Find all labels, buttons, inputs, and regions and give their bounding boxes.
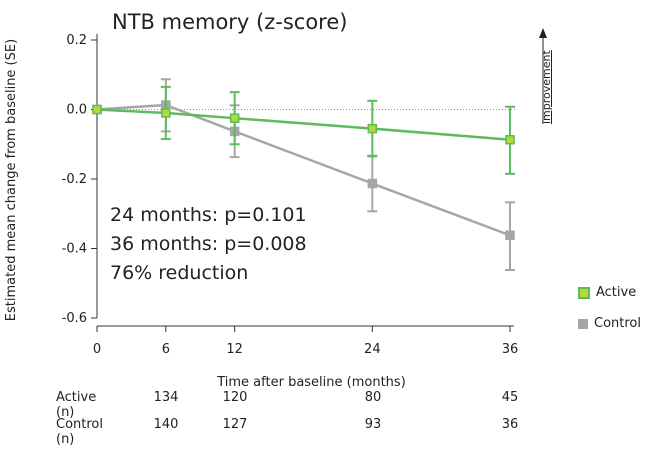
data-point-active (229, 113, 240, 123)
legend-label-control: Control (594, 316, 641, 331)
x-axis-label: Time after baseline (months) (216, 375, 406, 390)
legend-swatch-control (578, 318, 588, 329)
chart-title: NTB memory (z-score) (112, 10, 348, 34)
axes: 0.2 0.0 -0.2 -0.4 -0.6 0 6 12 24 36 Time after bas… (62, 28, 547, 390)
n-row-label-control: Control (n) (56, 417, 103, 447)
y-tick-label: -0.2 (62, 172, 87, 187)
n-active-12: 120 (222, 390, 248, 405)
legend-item-active: Active (578, 285, 636, 300)
data-point-active (161, 108, 171, 118)
n-control-24: 93 (364, 417, 382, 432)
data-point-active (367, 123, 378, 134)
n-active-6: 134 (153, 390, 179, 405)
x-tick-label: 36 (502, 342, 519, 357)
annotation-36-months: 36 months: p=0.008 (110, 233, 307, 255)
improvement-arrow-head (539, 28, 547, 38)
n-active-36: 45 (501, 390, 519, 405)
annotation-reduction: 76% reduction (110, 262, 249, 284)
n-active-24: 80 (364, 390, 382, 405)
data-point-control (505, 230, 515, 241)
n-control-36: 36 (501, 417, 519, 432)
y-tick-label: 0.0 (66, 103, 87, 118)
x-tick-label: 24 (364, 342, 381, 357)
n-control-12: 127 (222, 417, 248, 432)
x-tick-label: 0 (93, 342, 101, 357)
data-point-active (92, 104, 102, 115)
series-line-active (96, 108, 511, 141)
x-tick-label: 6 (162, 342, 170, 357)
improvement-label: improvement (540, 50, 553, 124)
data-point-control (367, 178, 378, 189)
y-tick-label: -0.6 (62, 311, 87, 326)
n-row-label-active: Active (n) (56, 390, 97, 420)
annotation-24-months: 24 months: p=0.101 (110, 204, 307, 226)
n-control-6: 140 (153, 417, 179, 432)
chart-marks (92, 78, 515, 272)
legend-label-active: Active (596, 285, 637, 300)
data-point-active (505, 134, 515, 145)
x-tick-label: 12 (226, 342, 243, 357)
legend-item-control: Control (578, 316, 641, 331)
legend-swatch-active (578, 286, 590, 299)
y-axis-label: Estimated mean change from baseline (SE) (4, 38, 19, 322)
y-tick-label: 0.2 (66, 33, 87, 48)
y-tick-label: -0.4 (62, 242, 87, 257)
